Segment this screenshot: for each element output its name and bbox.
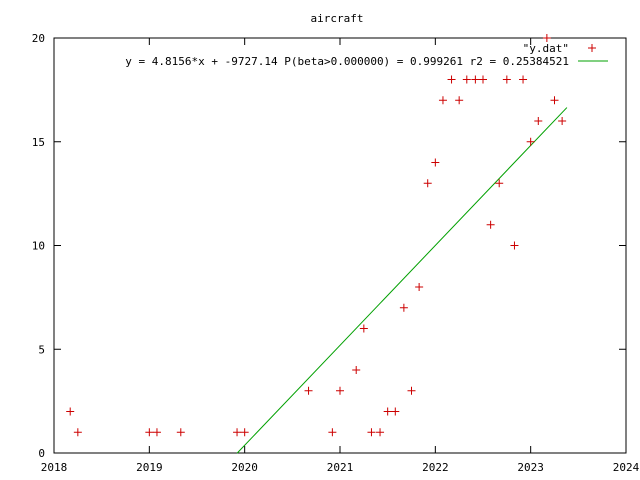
data-point: [438, 96, 447, 105]
x-tick-label: 2024: [613, 461, 640, 474]
x-tick-label: 2022: [422, 461, 449, 474]
data-point: [423, 179, 432, 188]
data-point: [352, 366, 361, 374]
data-point: [510, 241, 519, 250]
data-point: [431, 158, 440, 167]
data-point: [471, 75, 480, 84]
data-point: [367, 428, 376, 437]
x-tick-label: 2020: [231, 461, 258, 474]
legend-plus-marker: [588, 44, 596, 52]
y-tick-label: 15: [32, 136, 45, 149]
legend-label-fit: y = 4.8156*x + -9727.14 P(beta>0.000000)…: [125, 55, 569, 68]
data-point: [66, 407, 75, 416]
legend-label-ydat: "y.dat": [523, 42, 569, 55]
data-point: [542, 34, 551, 42]
fit-line: [236, 107, 568, 454]
data-point: [455, 96, 464, 105]
axis-ticks: [53, 37, 627, 454]
data-point: [407, 386, 416, 395]
data-point: [415, 283, 424, 291]
y-axis-tick-labels: 0 5 10 15 20: [32, 32, 45, 460]
x-axis-tick-labels: 2018 2019 2020 2021 2022 2023 2024: [41, 461, 640, 474]
data-point: [502, 75, 511, 84]
data-point: [550, 96, 559, 105]
data-point: [534, 117, 543, 125]
x-tick-label: 2018: [41, 461, 68, 474]
data-point: [176, 428, 185, 437]
data-point: [336, 386, 344, 395]
x-tick-label: 2023: [517, 461, 544, 474]
data-point: [145, 428, 154, 437]
data-point: [479, 75, 487, 84]
y-tick-label: 20: [32, 32, 45, 45]
data-point: [233, 428, 242, 437]
data-point: [495, 179, 504, 188]
x-tick-label: 2021: [327, 461, 354, 474]
data-point: [486, 220, 495, 229]
legend: "y.dat" y = 4.8156*x + -9727.14 P(beta>0…: [125, 42, 608, 68]
data-point: [558, 117, 567, 125]
data-point: [73, 428, 82, 437]
data-point: [328, 428, 337, 437]
x-tick-label: 2019: [136, 461, 163, 474]
y-tick-label: 5: [38, 343, 45, 356]
data-point: [376, 428, 385, 437]
data-point: [240, 428, 249, 437]
data-point: [152, 428, 161, 437]
y-tick-label: 10: [32, 240, 45, 253]
data-point: [359, 324, 368, 333]
data-point: [447, 75, 456, 84]
legend-marker-ydat: [588, 44, 596, 52]
data-point: [304, 386, 313, 395]
data-point: [462, 75, 471, 84]
data-point: [383, 407, 392, 416]
fit-line-layer: [236, 107, 568, 454]
data-point: [391, 407, 400, 416]
data-point: [399, 303, 408, 312]
data-points-layer: [66, 34, 567, 437]
data-point: [526, 137, 535, 146]
y-tick-label: 0: [38, 447, 45, 460]
data-point: [519, 75, 528, 84]
chart-title: aircraft: [311, 12, 364, 25]
